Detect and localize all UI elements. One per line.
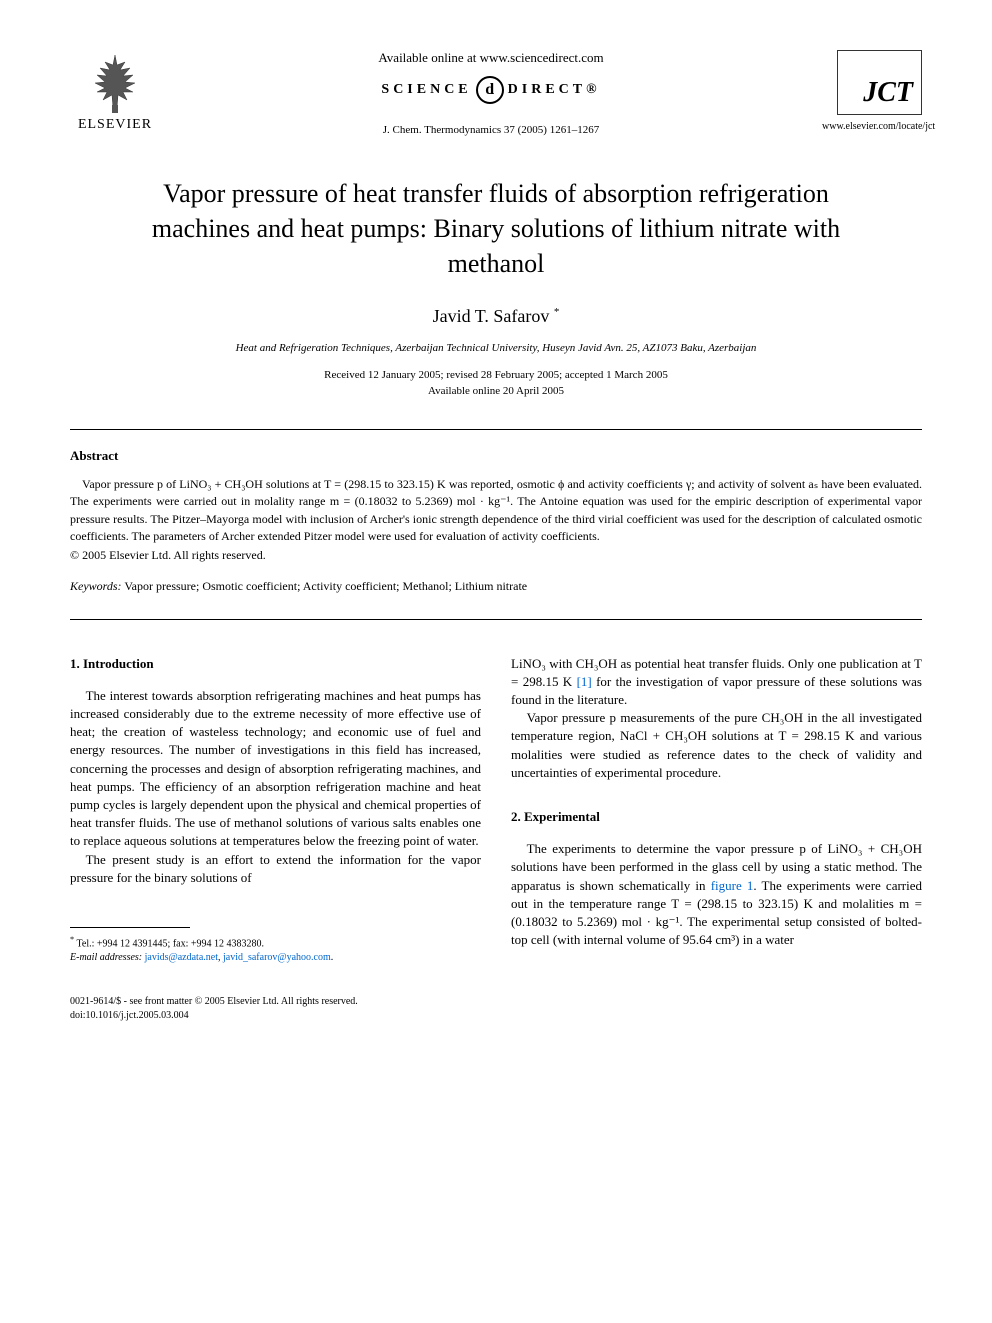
intro-para-1: The interest towards absorption refriger… <box>70 687 481 851</box>
col2-para-2: Vapor pressure p measurements of the pur… <box>511 709 922 782</box>
journal-block: JCT www.elsevier.com/locate/jct <box>822 50 922 132</box>
divider-bottom <box>70 619 922 620</box>
affiliation: Heat and Refrigeration Techniques, Azerb… <box>70 342 922 354</box>
dates-received: Received 12 January 2005; revised 28 Feb… <box>70 368 922 383</box>
footer-line-1: 0021-9614/$ - see front matter © 2005 El… <box>70 995 481 1009</box>
abstract-copyright: © 2005 Elsevier Ltd. All rights reserved… <box>70 548 922 563</box>
left-column: 1. Introduction The interest towards abs… <box>70 655 481 1024</box>
sd-at-icon: d <box>476 76 504 104</box>
keywords-line: Keywords: Vapor pressure; Osmotic coeffi… <box>70 579 922 594</box>
exp-para-1: The experiments to determine the vapor p… <box>511 840 922 949</box>
footnote-block: * Tel.: +994 12 4391445; fax: +994 12 43… <box>70 934 481 965</box>
email-label: E-mail addresses: <box>70 952 142 963</box>
abstract-heading: Abstract <box>70 448 922 464</box>
page-footer: 0021-9614/$ - see front matter © 2005 El… <box>70 995 481 1023</box>
dates-block: Received 12 January 2005; revised 28 Feb… <box>70 368 922 399</box>
abstract-text: Vapor pressure p of LiNO₃ + CH₃OH soluti… <box>70 476 922 546</box>
center-header: Available online at www.sciencedirect.co… <box>160 50 822 136</box>
keywords-label: Keywords: <box>70 579 122 593</box>
footnote-tel: * Tel.: +994 12 4391445; fax: +994 12 43… <box>70 934 481 951</box>
dates-online: Available online 20 April 2005 <box>70 384 922 399</box>
figure-link-1[interactable]: figure 1 <box>711 878 754 893</box>
elsevier-tree-icon <box>85 50 145 115</box>
email-link-2[interactable]: javid_safarov@yahoo.com <box>223 952 331 963</box>
publisher-name: ELSEVIER <box>78 117 152 133</box>
footer-line-2: doi:10.1016/j.jct.2005.03.004 <box>70 1009 481 1023</box>
col2-para-1: LiNO₃ with CH₃OH as potential heat trans… <box>511 655 922 710</box>
page-header: ELSEVIER Available online at www.science… <box>70 50 922 136</box>
footnote-email: E-mail addresses: javids@azdata.net, jav… <box>70 951 481 965</box>
intro-heading: 1. Introduction <box>70 655 481 673</box>
author-name: Javid T. Safarov <box>433 306 550 326</box>
publisher-block: ELSEVIER <box>70 50 160 133</box>
right-column: LiNO₃ with CH₃OH as potential heat trans… <box>511 655 922 1024</box>
author-marker: * <box>554 306 560 318</box>
footnote-separator <box>70 927 190 928</box>
experimental-heading: 2. Experimental <box>511 808 922 826</box>
keywords-text: Vapor pressure; Osmotic coefficient; Act… <box>122 579 528 593</box>
citation-line: J. Chem. Thermodynamics 37 (2005) 1261–1… <box>180 124 802 136</box>
jct-text: JCT <box>863 77 913 109</box>
email-link-1[interactable]: javids@azdata.net <box>145 952 218 963</box>
body-columns: 1. Introduction The interest towards abs… <box>70 655 922 1024</box>
intro-para-2: The present study is an effort to extend… <box>70 851 481 887</box>
article-title: Vapor pressure of heat transfer fluids o… <box>130 176 862 281</box>
sciencedirect-logo: SCIENCE d DIRECT® <box>180 76 802 104</box>
ref-link-1[interactable]: [1] <box>577 674 592 689</box>
divider-top <box>70 429 922 430</box>
sd-suffix: DIRECT® <box>508 82 601 98</box>
footnote-tel-text: Tel.: +994 12 4391445; fax: +994 12 4383… <box>77 938 265 949</box>
sd-prefix: SCIENCE <box>381 82 471 98</box>
available-online-text: Available online at www.sciencedirect.co… <box>180 50 802 66</box>
journal-url: www.elsevier.com/locate/jct <box>822 121 922 132</box>
author-line: Javid T. Safarov * <box>70 306 922 327</box>
email-end: . <box>331 952 334 963</box>
jct-box: JCT <box>837 50 922 115</box>
